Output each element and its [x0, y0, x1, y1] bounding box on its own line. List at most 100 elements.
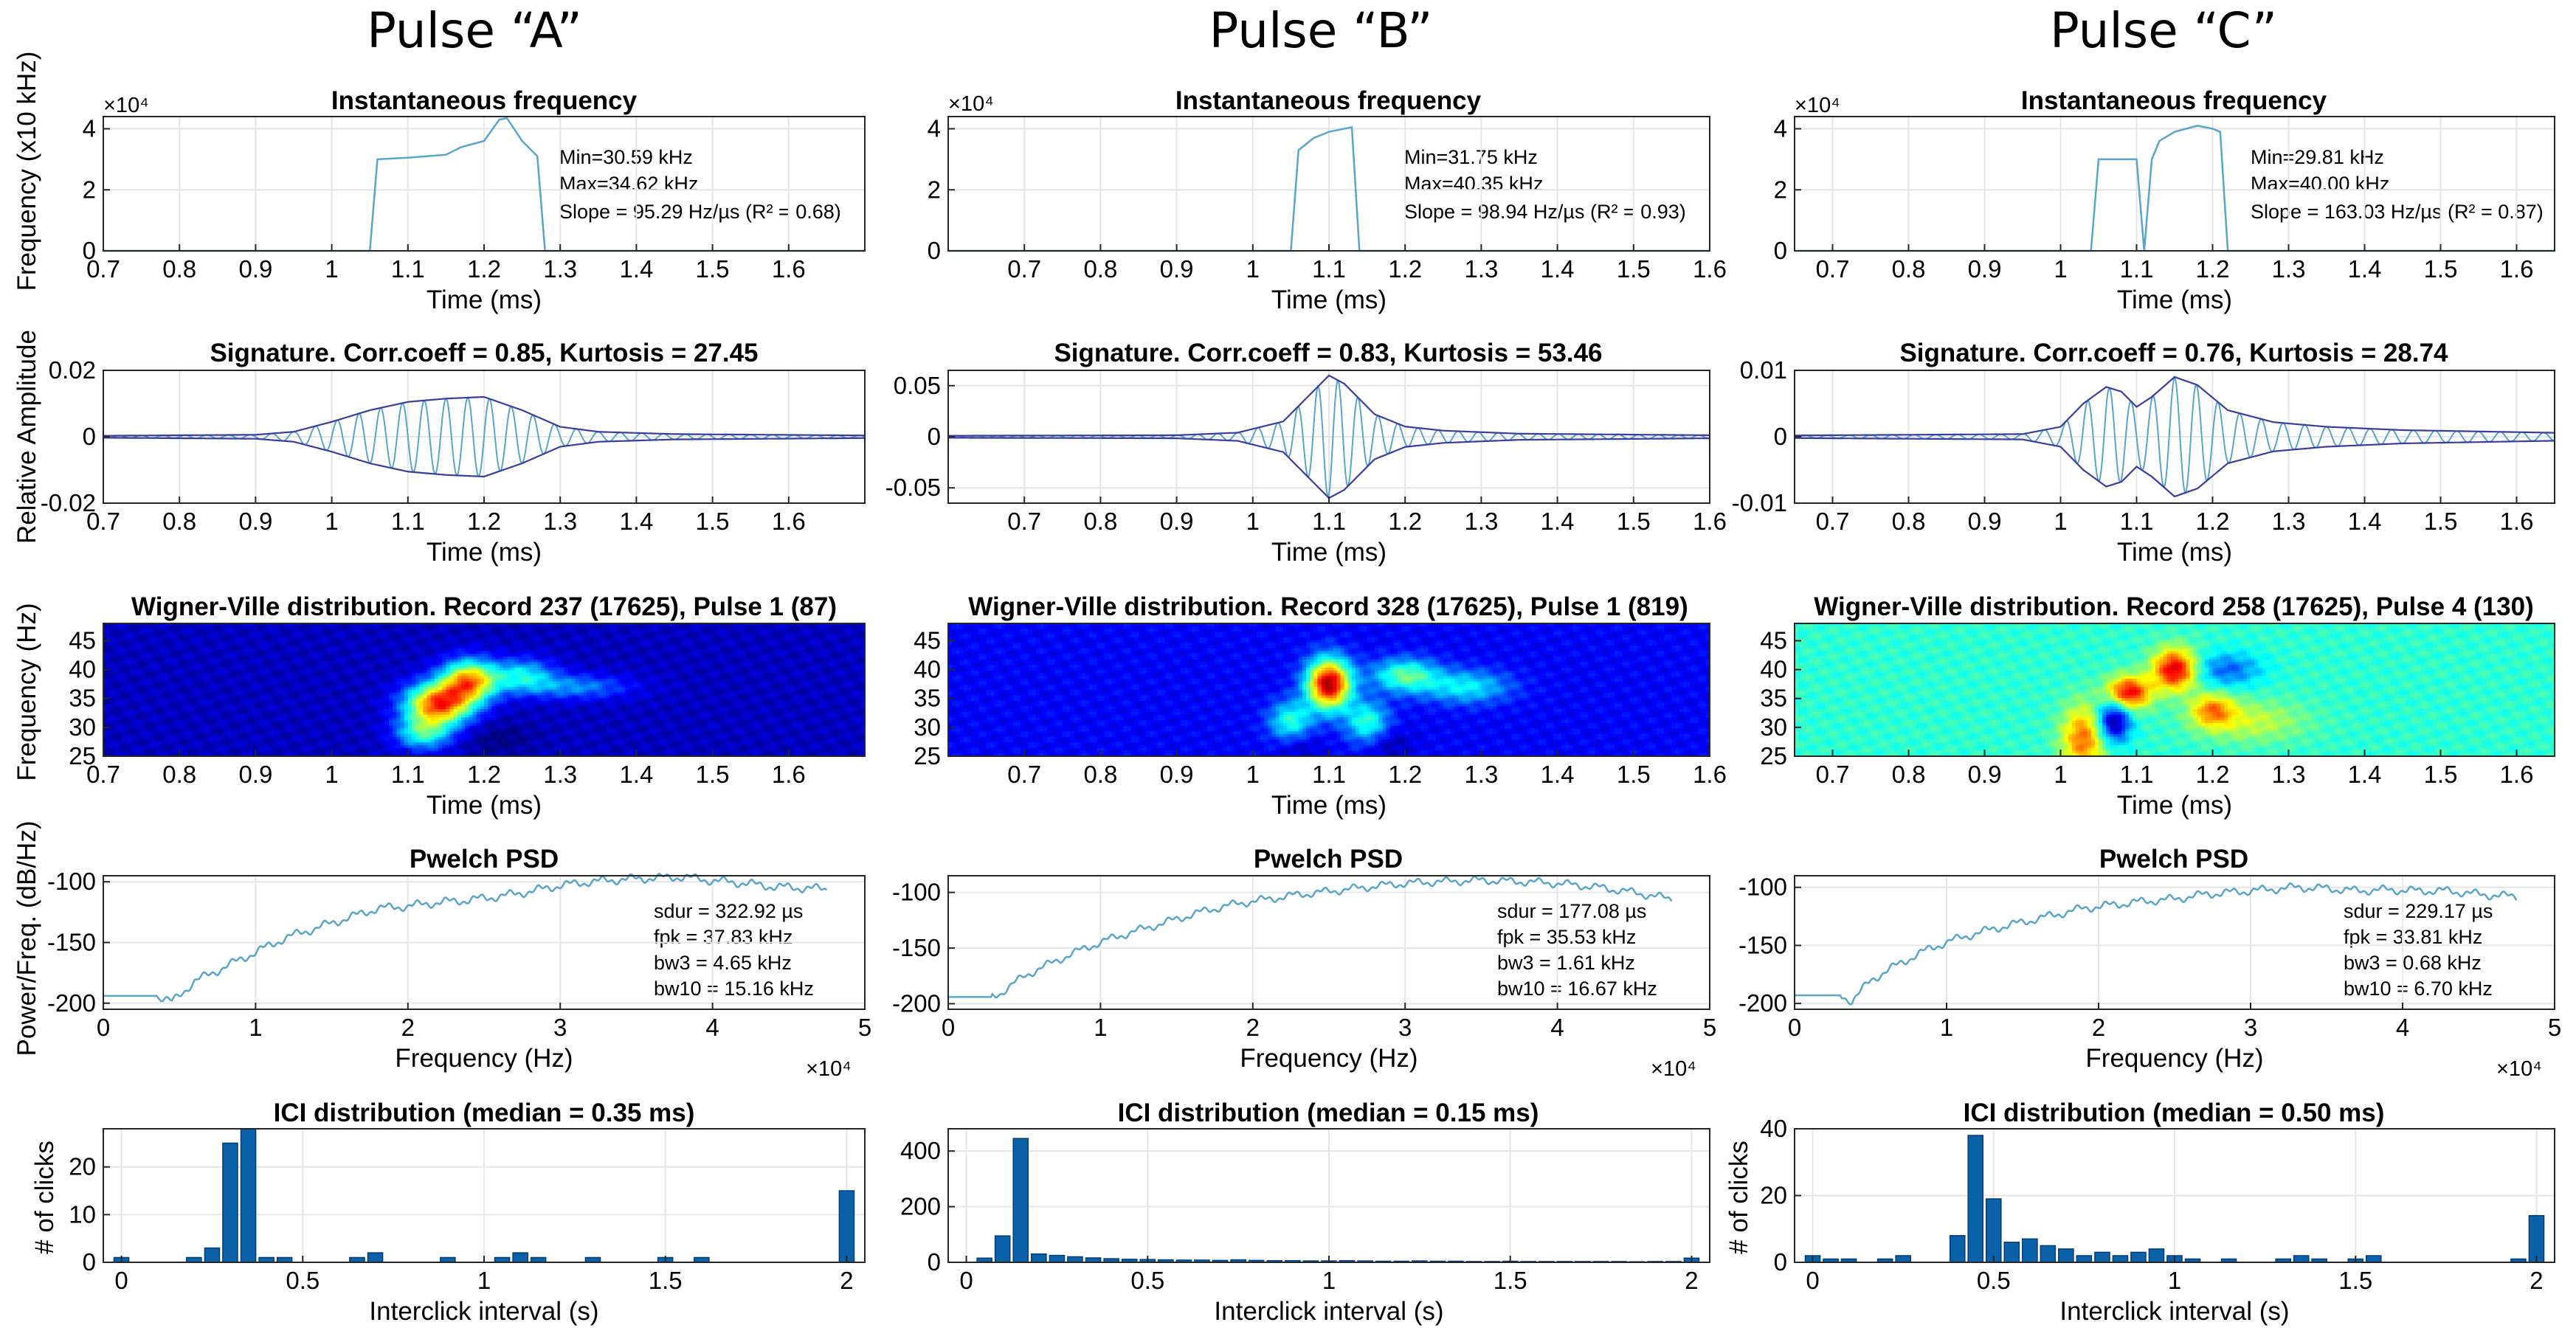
- heatmap-cell: [263, 632, 268, 634]
- heatmap-cell: [271, 626, 275, 629]
- heatmap-cell: [708, 629, 713, 632]
- heatmap-cell: [701, 626, 705, 629]
- heatmap-cell: [724, 634, 728, 637]
- heatmap-cell: [454, 626, 458, 629]
- y-tick-label: 2: [83, 176, 96, 203]
- ici-title-b: ICI distribution (median = 0.15 ms): [1118, 1099, 1539, 1127]
- heatmap-cell: [214, 629, 218, 632]
- heatmap-cell: [514, 629, 519, 632]
- heatmap-cell: [568, 632, 573, 634]
- heatmap-cell: [255, 626, 260, 629]
- heatmap-cell: [826, 626, 831, 629]
- x-tick-label: 1.3: [543, 255, 577, 283]
- heatmap-cell: [720, 629, 725, 632]
- heatmap-cell: [793, 634, 797, 637]
- heatmap-cell: [579, 629, 584, 632]
- heatmap-cell: [442, 629, 446, 632]
- if-title-c: Instantaneous frequency: [2021, 86, 2327, 115]
- heatmap-cell: [583, 634, 587, 637]
- heatmap-cell: [541, 626, 545, 629]
- heatmap-cell: [241, 629, 245, 632]
- plot-area: 0.7 0.8 0.9 1 1.1 1.2 1.3 1.4 1.5 1.6024Time (ms)…: [41, 115, 2561, 1326]
- x-tick-label: 1.2: [467, 255, 501, 283]
- heatmap-cell: [812, 634, 816, 637]
- heatmap-cell: [237, 632, 241, 634]
- heatmap-cell: [854, 626, 858, 629]
- heatmap-cell: [526, 632, 531, 634]
- heatmap-cell: [724, 626, 728, 629]
- heatmap-cell: [835, 634, 839, 637]
- heatmap-cell: [812, 629, 816, 632]
- heatmap-cell: [218, 629, 222, 632]
- heatmap-cell: [576, 632, 580, 634]
- x-axis-label: Time (ms): [2117, 538, 2232, 567]
- heatmap-cell: [789, 632, 793, 634]
- heatmap-cell: [789, 634, 793, 637]
- if-max-a: Max=34.62 kHz: [559, 173, 698, 195]
- heatmap-cell: [130, 629, 134, 632]
- heatmap-cell: [274, 626, 279, 629]
- heatmap-cell: [290, 629, 294, 632]
- heatmap-cell: [271, 634, 275, 637]
- heatmap-cell: [427, 626, 432, 629]
- heatmap-cell: [663, 626, 668, 629]
- heatmap-cell: [564, 634, 568, 637]
- heatmap-cell: [849, 632, 854, 634]
- heatmap-cell: [366, 634, 370, 637]
- heatmap-cell: [800, 629, 804, 632]
- heatmap-cell: [777, 632, 781, 634]
- if-min-a: Min=30.59 kHz: [559, 146, 693, 168]
- heatmap-cell: [187, 634, 192, 637]
- heatmap-cell: [442, 634, 446, 637]
- heatmap-cell: [533, 634, 538, 637]
- heatmap-cell: [480, 632, 485, 634]
- heatmap-cell: [461, 626, 466, 629]
- heatmap-cell: [153, 626, 157, 629]
- heatmap-cell: [183, 629, 187, 632]
- x-tick-label: 0.7: [1816, 508, 1850, 535]
- heatmap-cell: [446, 634, 450, 637]
- heatmap-cell: [263, 629, 268, 632]
- heatmap-cell: [218, 634, 222, 637]
- heatmap-cell: [347, 629, 351, 632]
- x-tick-label: 0.9: [238, 255, 272, 283]
- heatmap-cell: [773, 629, 778, 632]
- heatmap-cell: [777, 634, 781, 637]
- heatmap-cell: [469, 629, 473, 632]
- heatmap-cell: [359, 626, 363, 629]
- heatmap-cell: [415, 629, 420, 632]
- heatmap-cell: [320, 634, 325, 637]
- heatmap-cell: [663, 629, 668, 632]
- heatmap-cell: [785, 632, 790, 634]
- heatmap-cell: [408, 632, 412, 634]
- heatmap-cell: [465, 634, 469, 637]
- heatmap-cell: [759, 634, 763, 637]
- heatmap-cell: [671, 626, 675, 629]
- heatmap-cell: [252, 626, 256, 629]
- x-tick-label: 1.6: [1693, 508, 1727, 535]
- heatmap-cell: [241, 626, 245, 629]
- heatmap-cell: [336, 626, 340, 629]
- heatmap-cell: [317, 626, 321, 629]
- heatmap-cell: [518, 629, 522, 632]
- heatmap-cell: [195, 626, 199, 629]
- heatmap-cell: [187, 632, 192, 634]
- heatmap-cell: [442, 626, 446, 629]
- heatmap-cell: [229, 629, 233, 632]
- heatmap-cell: [500, 626, 504, 629]
- heatmap-cell: [789, 626, 793, 629]
- heatmap-cell: [625, 629, 629, 632]
- heatmap-cell: [221, 626, 226, 629]
- heatmap-cell: [347, 626, 351, 629]
- heatmap-cell: [168, 634, 173, 637]
- heatmap-cell: [305, 634, 309, 637]
- wv-title-a: Wigner-Ville distribution. Record 237 (1…: [131, 592, 837, 621]
- heatmap-cell: [465, 632, 469, 634]
- x-axis-label: Time (ms): [1271, 538, 1387, 567]
- heatmap-cell: [728, 634, 732, 637]
- heatmap-cell: [613, 634, 618, 637]
- heatmap-cell: [305, 632, 309, 634]
- heatmap-cell: [370, 626, 374, 629]
- heatmap-cell: [713, 629, 717, 632]
- heatmap-cell: [819, 634, 823, 637]
